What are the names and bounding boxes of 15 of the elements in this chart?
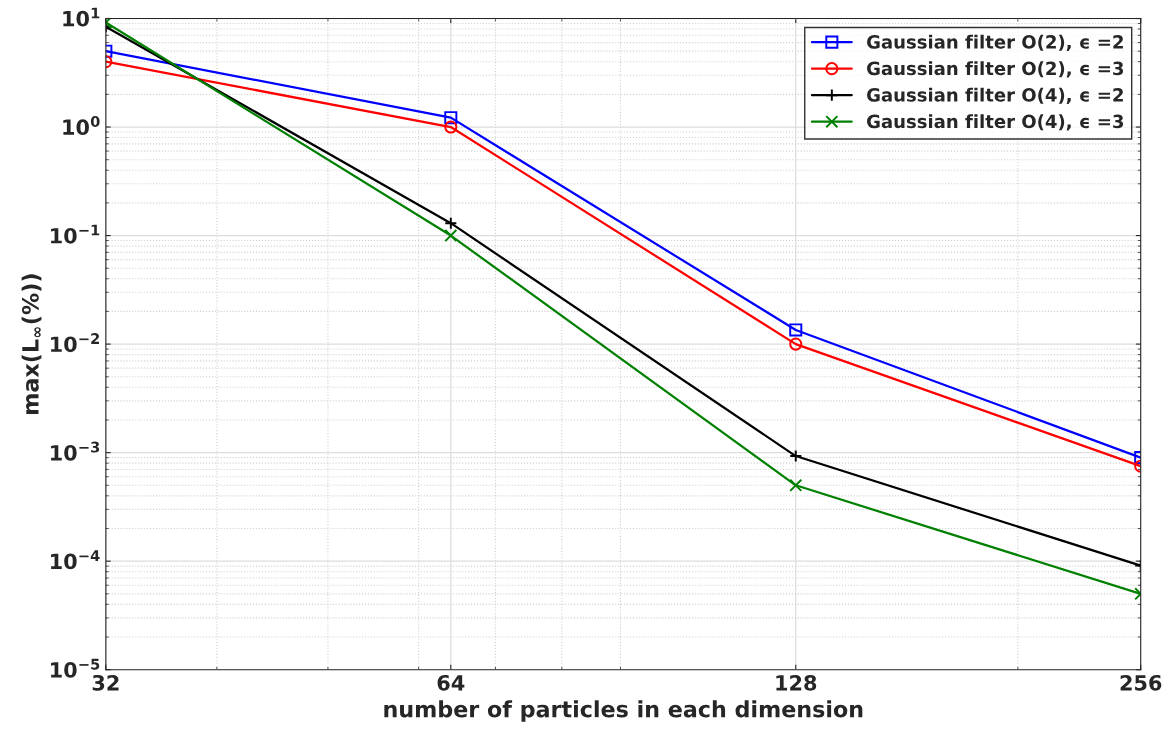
legend-label: Gaussian filter O(4), ϵ =3 [867, 114, 1124, 131]
y-tick-label: 10$^{1}$ [63, 7, 100, 27]
x-tick-label: 256 [1120, 674, 1162, 691]
legend-label: Gaussian filter O(2), ϵ =2 [867, 34, 1123, 52]
x-tick-label: 64 [437, 674, 465, 691]
y-tick-label: 10$^{−2}$ [51, 333, 99, 353]
y-tick-label: 10$^{−1}$ [51, 224, 100, 244]
x-tick-label: 128 [776, 674, 817, 691]
y-tick-label: 10$^{−3}$ [51, 441, 100, 461]
y-tick-label: 10$^{−4}$ [51, 550, 100, 570]
y-tick-label: 10$^{0}$ [63, 115, 100, 136]
legend-label: Gaussian filter O(4), ϵ =2 [867, 87, 1123, 105]
x-axis-title: number of particles in each dimension [384, 700, 863, 722]
legend-label: Gaussian filter O(2), ϵ =3 [867, 61, 1124, 78]
y-axis-title: max(L$_{∞}$(%)) [21, 274, 42, 414]
